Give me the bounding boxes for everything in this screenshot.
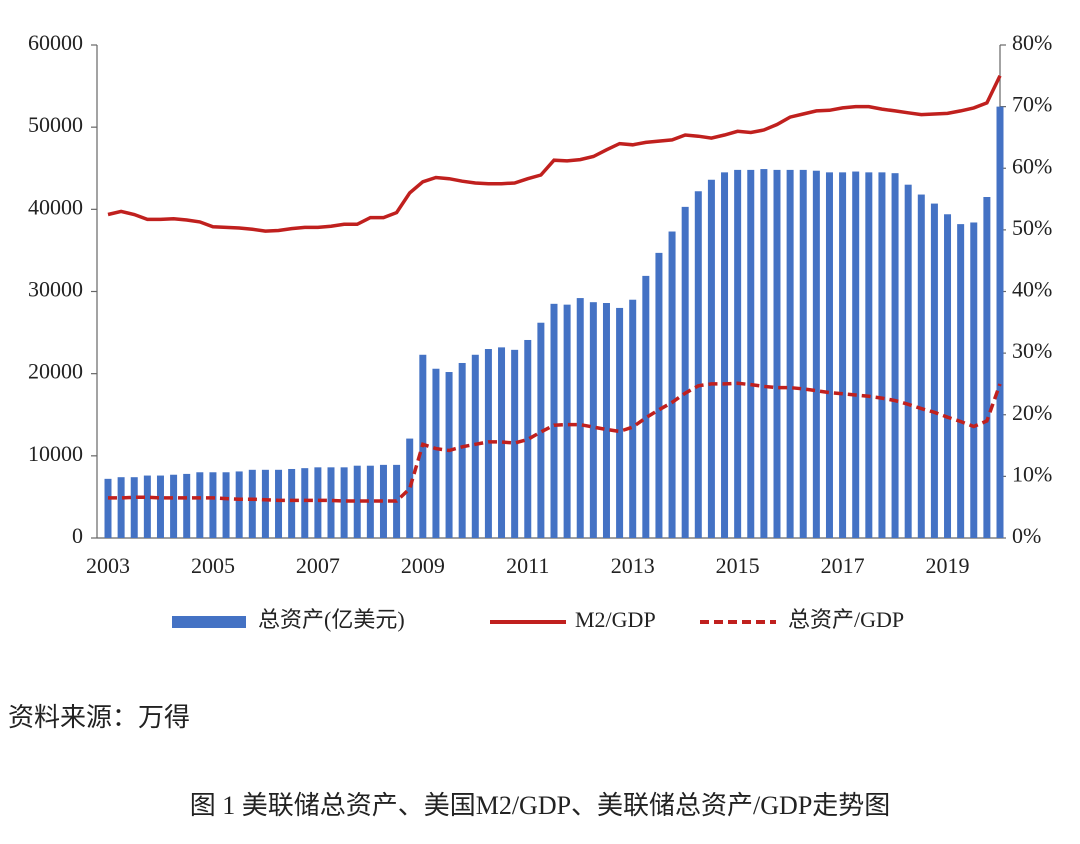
bar — [314, 467, 322, 538]
bar — [340, 467, 348, 538]
bar — [629, 299, 637, 538]
y-tick-label: 20000 — [28, 359, 83, 384]
x-tick-label: 2005 — [191, 553, 235, 578]
y2-tick-label: 20% — [1012, 400, 1052, 425]
bar — [445, 372, 453, 538]
bar — [563, 304, 571, 538]
y2-tick-label: 10% — [1012, 461, 1052, 486]
bar — [996, 106, 1004, 538]
y-tick-label: 50000 — [28, 112, 83, 137]
bar — [275, 469, 283, 538]
bar — [524, 339, 532, 538]
bar — [222, 472, 230, 538]
caption: 图 1 美联储总资产、美国M2/GDP、美联储总资产/GDP走势图 — [190, 791, 891, 820]
y2-tick-label: 30% — [1012, 338, 1052, 363]
bar — [786, 169, 794, 539]
bar — [904, 184, 912, 538]
bar — [511, 349, 519, 538]
bar — [366, 465, 374, 538]
bar — [288, 468, 296, 538]
bar — [878, 172, 886, 538]
y-tick-label: 40000 — [28, 194, 83, 219]
bar — [917, 194, 925, 538]
bar — [327, 467, 335, 538]
bar — [196, 472, 204, 538]
y-tick-label: 10000 — [28, 441, 83, 466]
bar — [261, 469, 269, 538]
bar — [130, 477, 138, 538]
bar — [983, 197, 991, 538]
bar — [209, 472, 217, 538]
bar — [970, 222, 978, 539]
legend-swatch — [172, 616, 246, 628]
bar — [616, 307, 624, 538]
bar — [602, 303, 610, 538]
legend-label: 总资产/GDP — [788, 607, 904, 632]
x-tick-label: 2017 — [821, 553, 865, 578]
bar — [117, 477, 125, 538]
y2-tick-label: 70% — [1012, 92, 1052, 117]
bar — [143, 475, 151, 538]
bar — [721, 172, 729, 538]
bar — [668, 231, 676, 539]
bar — [183, 473, 191, 538]
source: 资料来源：万得 — [8, 703, 190, 732]
bar — [812, 170, 820, 538]
bar — [550, 303, 558, 538]
bar — [104, 478, 112, 538]
bar — [432, 368, 440, 538]
bar — [471, 354, 479, 538]
y2-tick-label: 0% — [1012, 523, 1041, 548]
x-tick-label: 2003 — [86, 553, 130, 578]
bar — [642, 275, 650, 538]
bar — [406, 438, 414, 538]
y2-tick-label: 60% — [1012, 153, 1052, 178]
bar — [379, 464, 387, 538]
y2-tick-label: 40% — [1012, 277, 1052, 302]
bar — [825, 172, 833, 538]
y-tick-label: 60000 — [28, 30, 83, 55]
bar — [930, 203, 938, 538]
bar — [773, 169, 781, 539]
bar — [891, 173, 899, 538]
bar — [589, 302, 597, 538]
bar — [576, 298, 584, 538]
bar — [957, 224, 965, 538]
bar — [852, 171, 860, 538]
bar — [156, 475, 164, 538]
y-tick-label: 30000 — [28, 277, 83, 302]
bar — [694, 191, 702, 539]
line — [108, 381, 1002, 503]
y2-tick-label: 80% — [1012, 30, 1052, 55]
x-tick-label: 2013 — [611, 553, 655, 578]
bar — [799, 169, 807, 539]
bar — [747, 169, 755, 539]
y2-tick-label: 50% — [1012, 215, 1052, 240]
legend-label: M2/GDP — [575, 607, 656, 632]
x-tick-label: 2007 — [296, 553, 340, 578]
line — [107, 75, 1002, 233]
bar — [458, 362, 466, 538]
bar — [301, 468, 309, 538]
bar — [760, 169, 768, 539]
bar — [734, 169, 742, 539]
x-tick-label: 2011 — [506, 553, 549, 578]
y-tick-label: 0 — [72, 523, 83, 548]
x-tick-label: 2015 — [716, 553, 760, 578]
bar — [235, 471, 243, 538]
legend-label: 总资产(亿美元) — [258, 607, 405, 632]
bar — [707, 179, 715, 538]
bar — [681, 206, 689, 538]
bar — [839, 172, 847, 538]
x-tick-label: 2019 — [926, 553, 970, 578]
bar — [353, 465, 361, 538]
bar — [655, 252, 663, 539]
bar — [170, 474, 178, 538]
bar — [944, 214, 952, 538]
bar — [248, 469, 256, 538]
bar — [498, 347, 506, 538]
bar — [865, 172, 873, 538]
x-tick-label: 2009 — [401, 553, 445, 578]
